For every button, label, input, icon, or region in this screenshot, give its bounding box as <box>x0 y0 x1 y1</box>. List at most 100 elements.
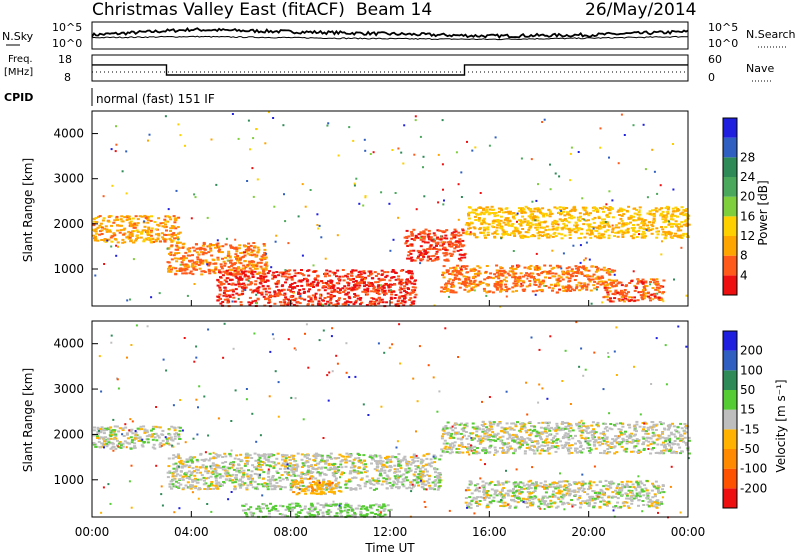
power-cell <box>531 272 535 275</box>
velocity-cell <box>186 476 190 479</box>
velocity-cell <box>209 475 213 478</box>
power-cell <box>573 209 577 212</box>
power-cell <box>149 234 153 237</box>
velocity-cell <box>184 464 188 467</box>
power-cell <box>596 236 600 239</box>
power-cell <box>512 272 516 275</box>
power-noise-cell <box>110 148 113 151</box>
power-cell <box>493 231 497 234</box>
velocity-cell <box>103 443 106 446</box>
power-noise-cell <box>317 279 319 282</box>
power-cell <box>136 222 140 225</box>
power-cell <box>216 299 220 302</box>
velocity-cell <box>316 485 320 488</box>
power-cell <box>516 279 520 282</box>
power-cell <box>631 228 635 231</box>
velocity-cell <box>317 513 320 516</box>
power-cell <box>602 220 606 223</box>
power-cell <box>474 272 477 275</box>
power-noise-cell <box>210 138 213 141</box>
velocity-cell <box>372 483 376 486</box>
power-cell <box>240 286 244 289</box>
velocity-cell <box>357 504 361 507</box>
power-cell <box>363 285 366 288</box>
velocity-cell <box>347 453 351 456</box>
velocity-cell <box>95 435 99 438</box>
power-cell <box>184 263 188 266</box>
power-cell <box>123 241 127 244</box>
power-cell <box>643 235 647 238</box>
velocity-cell <box>424 468 428 471</box>
power-cell <box>664 231 668 234</box>
velocity-cell <box>188 464 192 467</box>
velocity-cell <box>369 454 372 457</box>
velocity-cell <box>230 466 234 469</box>
power-cell <box>551 287 555 290</box>
velocity-cell <box>417 473 421 476</box>
power-cell <box>556 284 560 287</box>
power-cell <box>422 230 426 233</box>
velocity-cell <box>282 463 286 466</box>
velocity-cell <box>376 465 380 468</box>
velocity-cell <box>269 502 272 505</box>
power-cell <box>576 218 580 221</box>
power-cell <box>605 214 609 217</box>
power-cell <box>346 277 350 280</box>
velocity-cell <box>215 464 219 467</box>
power-cell <box>223 286 227 289</box>
power-cell <box>541 207 545 210</box>
power-cell <box>224 290 228 293</box>
power-cell <box>168 264 172 267</box>
power-cell <box>529 225 533 228</box>
power-cell <box>485 210 489 213</box>
velocity-cell <box>208 484 212 487</box>
power-cell <box>282 294 286 296</box>
velocity-cell <box>322 481 326 483</box>
power-cell <box>633 296 636 299</box>
velocity-cell <box>328 456 332 459</box>
power-cell <box>453 228 457 231</box>
velocity-cell <box>322 504 326 507</box>
power-cell <box>571 272 575 275</box>
power-y-tick-label: 2000 <box>53 217 84 231</box>
velocity-cell <box>435 468 439 471</box>
power-cell <box>557 277 561 280</box>
power-cell <box>423 250 427 253</box>
power-cell <box>476 265 480 268</box>
power-cell <box>167 247 171 250</box>
power-cell <box>539 211 542 214</box>
velocity-cell <box>415 481 419 484</box>
power-cell <box>520 220 524 223</box>
freq-series <box>92 64 688 76</box>
power-cell <box>180 268 184 271</box>
power-cell <box>457 277 461 280</box>
velocity-cell <box>400 481 404 484</box>
velocity-cell <box>433 484 437 487</box>
power-cell <box>664 219 668 222</box>
power-cell <box>637 217 641 220</box>
velocity-cell <box>288 510 292 512</box>
velocity-cell <box>434 471 437 474</box>
power-cell <box>94 238 98 241</box>
power-cell <box>125 236 129 239</box>
velocity-cell <box>221 475 225 478</box>
power-cell <box>527 215 531 218</box>
power-noise-cell <box>316 213 319 216</box>
power-noise-cell <box>179 263 182 266</box>
power-cell <box>452 266 456 269</box>
power-cell <box>591 275 594 278</box>
power-cell <box>453 236 457 239</box>
velocity-cell <box>257 463 261 466</box>
power-cell <box>526 267 530 270</box>
power-cell <box>614 291 618 293</box>
velocity-cell <box>191 484 194 487</box>
power-cell <box>171 239 175 242</box>
velocity-cell <box>109 447 113 450</box>
power-cell <box>533 216 537 219</box>
power-noise-cell <box>620 113 623 116</box>
power-cell <box>100 239 104 241</box>
power-cell <box>243 260 247 263</box>
power-cell <box>511 216 515 219</box>
beam-label: Beam 14 <box>356 0 432 20</box>
power-cell <box>651 225 655 228</box>
